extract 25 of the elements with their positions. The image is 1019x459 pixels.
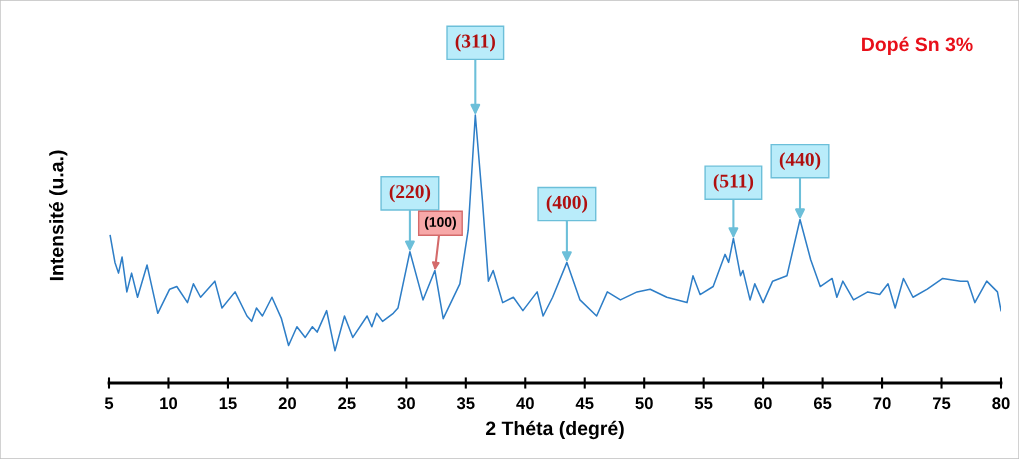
x-tick-label: 15: [219, 397, 237, 410]
annotation: (440): [779, 152, 821, 170]
annotation: (220): [389, 184, 431, 203]
x-tick-label: 40: [516, 397, 534, 410]
y-axis-title: Intensité (u.a.): [49, 150, 68, 281]
x-tick-label: 20: [278, 397, 296, 410]
x-tick-label: 80: [992, 397, 1010, 410]
x-tick-label: 50: [635, 397, 653, 410]
x-axis-title: 2 Théta (degré): [485, 420, 624, 440]
annotation: (311): [455, 33, 495, 52]
x-tick-label: 10: [160, 397, 178, 410]
x-tick-label: 30: [397, 397, 415, 410]
x-tick-label: 60: [754, 397, 772, 410]
x-tick-label: 25: [338, 397, 356, 410]
annotation: (511): [713, 173, 754, 192]
x-tick-label: 65: [813, 397, 832, 410]
x-tick-label: 55: [694, 397, 713, 410]
text: Dopé Sn 3%: [862, 36, 973, 56]
x-tick-label: 5: [104, 397, 114, 410]
x-tick-label: 35: [456, 397, 475, 410]
x-tick-label: 75: [932, 397, 951, 410]
annotation: (400): [546, 195, 588, 213]
x-tick-label: 45: [575, 397, 594, 410]
annotation: (100): [424, 216, 456, 230]
x-tick-label: 70: [873, 397, 891, 410]
